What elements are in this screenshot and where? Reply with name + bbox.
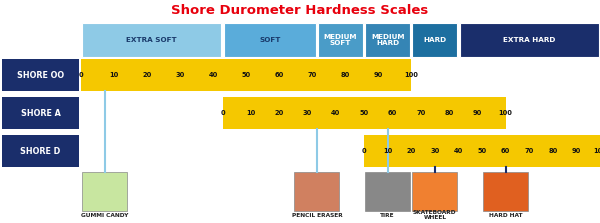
Text: 40: 40 [208, 72, 218, 78]
Text: 50: 50 [242, 72, 251, 78]
Text: 20: 20 [275, 110, 284, 116]
Bar [82, 23, 221, 57]
Text: SHORE A: SHORE A [20, 109, 61, 118]
Text: 0: 0 [362, 148, 367, 154]
Bar [365, 172, 410, 211]
Text: MEDIUM
HARD: MEDIUM HARD [371, 34, 404, 46]
Bar [223, 97, 506, 129]
Text: 60: 60 [275, 72, 284, 78]
Text: 60: 60 [388, 110, 397, 116]
Text: 50: 50 [478, 148, 487, 154]
Bar [412, 23, 457, 57]
Text: 0: 0 [220, 110, 225, 116]
Bar [2, 135, 79, 167]
Text: 70: 70 [524, 148, 534, 154]
Bar [224, 23, 316, 57]
Bar [460, 23, 599, 57]
Bar [81, 59, 411, 91]
Bar [318, 23, 363, 57]
Bar [2, 59, 79, 91]
Bar [2, 97, 79, 129]
Text: SHORE D: SHORE D [20, 147, 61, 156]
Text: HARD HAT: HARD HAT [489, 213, 523, 218]
Text: 90: 90 [572, 148, 581, 154]
Text: 10: 10 [109, 72, 119, 78]
Bar [364, 135, 600, 167]
Bar [295, 172, 340, 211]
Text: TIRE: TIRE [380, 213, 395, 218]
Text: 80: 80 [341, 72, 350, 78]
Text: 40: 40 [331, 110, 340, 116]
Text: 30: 30 [430, 148, 439, 154]
Text: 100: 100 [404, 72, 418, 78]
Text: 100: 100 [593, 148, 600, 154]
Text: 0: 0 [79, 72, 83, 78]
Text: Shore Durometer Hardness Scales: Shore Durometer Hardness Scales [172, 4, 428, 17]
Text: 30: 30 [175, 72, 185, 78]
Text: 20: 20 [142, 72, 152, 78]
Bar [82, 172, 127, 211]
Text: HARD: HARD [424, 37, 446, 43]
Bar [412, 172, 457, 211]
Text: 80: 80 [445, 110, 454, 116]
Text: 70: 70 [416, 110, 425, 116]
Text: 60: 60 [501, 148, 510, 154]
Text: SOFT: SOFT [259, 37, 280, 43]
Text: GUMMI CANDY: GUMMI CANDY [81, 213, 128, 218]
Text: SHORE OO: SHORE OO [17, 71, 64, 80]
Bar [365, 23, 410, 57]
Text: 80: 80 [548, 148, 557, 154]
Text: 100: 100 [499, 110, 512, 116]
Text: 10: 10 [383, 148, 392, 154]
Text: 10: 10 [246, 110, 256, 116]
Text: EXTRA SOFT: EXTRA SOFT [127, 37, 177, 43]
Text: 30: 30 [303, 110, 312, 116]
Text: SKATEBOARD
WHEEL: SKATEBOARD WHEEL [413, 210, 457, 220]
Text: 90: 90 [374, 72, 383, 78]
Text: 40: 40 [454, 148, 463, 154]
Text: 50: 50 [359, 110, 368, 116]
Text: EXTRA HARD: EXTRA HARD [503, 37, 556, 43]
Text: MEDIUM
SOFT: MEDIUM SOFT [324, 34, 357, 46]
Text: 20: 20 [407, 148, 416, 154]
Text: PENCIL ERASER: PENCIL ERASER [292, 213, 342, 218]
Bar [483, 172, 528, 211]
Text: 90: 90 [473, 110, 482, 116]
Text: 70: 70 [308, 72, 317, 78]
